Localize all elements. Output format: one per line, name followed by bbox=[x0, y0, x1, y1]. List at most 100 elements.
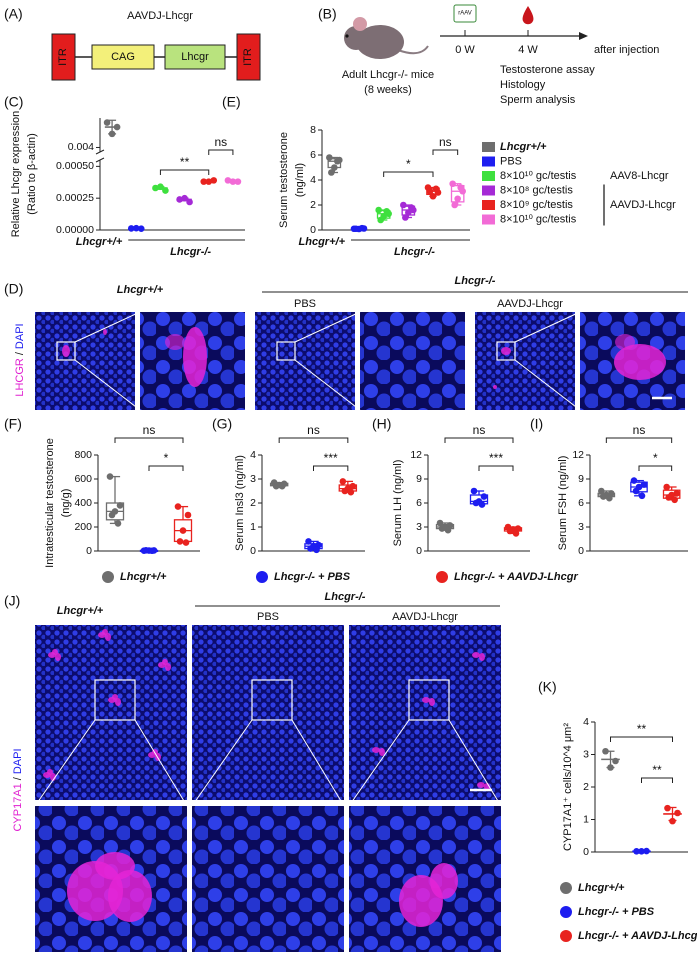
stained-cell bbox=[479, 653, 485, 661]
panel-label: (F) bbox=[4, 416, 22, 432]
panel-label: (D) bbox=[4, 281, 23, 297]
significance-bracket bbox=[159, 169, 210, 175]
zoom-line bbox=[74, 359, 141, 411]
stained-cell bbox=[429, 698, 435, 706]
significance-bracket bbox=[641, 777, 673, 783]
data-point bbox=[512, 530, 520, 537]
zoom-line bbox=[74, 311, 141, 343]
data-point bbox=[358, 224, 366, 232]
stained-cell bbox=[614, 344, 666, 380]
data-point bbox=[313, 546, 320, 554]
data-point bbox=[179, 527, 187, 534]
significance-bracket bbox=[478, 465, 514, 471]
stained-cell bbox=[165, 334, 185, 350]
stain-marker: CYP17A1 bbox=[12, 783, 24, 831]
zoom-box bbox=[496, 341, 516, 361]
y-tick-label: 8 bbox=[310, 124, 316, 136]
itr-box bbox=[236, 33, 261, 81]
data-point bbox=[598, 487, 605, 495]
y-axis-label: (ng/g) bbox=[60, 489, 72, 518]
cag-box bbox=[91, 44, 155, 70]
assay: Sperm analysis bbox=[500, 94, 576, 106]
legend-swatch bbox=[482, 156, 495, 167]
stained-cell bbox=[50, 773, 56, 781]
significance-bracket bbox=[313, 465, 349, 471]
panel-label: (E) bbox=[222, 94, 241, 110]
assay: Histology bbox=[500, 79, 546, 91]
legend-label: 8×10¹⁰ gc/testis bbox=[500, 213, 577, 225]
data-point bbox=[632, 487, 640, 495]
y-axis-label: (ng/ml) bbox=[294, 163, 306, 197]
timepoint: 4 W bbox=[518, 44, 538, 56]
data-point bbox=[449, 180, 456, 188]
significance-label: ** bbox=[637, 722, 647, 736]
data-point bbox=[116, 502, 124, 509]
y-tick-label: 0 bbox=[578, 545, 584, 557]
legend-label: 8×10¹⁰ gc/testis bbox=[500, 170, 577, 182]
data-point bbox=[278, 482, 286, 490]
significance-bracket bbox=[148, 465, 184, 471]
assay: Testosterone assay bbox=[500, 64, 595, 76]
data-point bbox=[375, 206, 382, 214]
stained-cell bbox=[493, 385, 497, 389]
x-group-label: Lhcgr-/- bbox=[394, 246, 435, 258]
legend-label: Lhcgr-/- + PBS bbox=[274, 571, 351, 583]
data-point bbox=[602, 747, 609, 755]
y-tick-label: 800 bbox=[74, 449, 92, 461]
data-point bbox=[664, 804, 671, 812]
y-tick-label: 0.00050 bbox=[56, 160, 94, 172]
data-point bbox=[377, 216, 384, 224]
stained-cell bbox=[422, 697, 430, 703]
zoom-box bbox=[276, 341, 296, 361]
legend-label: Lhcgr-/- + PBS bbox=[578, 906, 655, 918]
y-tick-label: 9 bbox=[416, 473, 422, 485]
y-tick-label: 9 bbox=[578, 473, 584, 485]
legend-label: Lhcgr+/+ bbox=[120, 571, 167, 583]
y-axis-label: (Ratio to β-actin) bbox=[26, 133, 38, 215]
y-tick-label: 0 bbox=[86, 545, 92, 557]
data-point bbox=[142, 546, 150, 554]
data-point bbox=[671, 496, 678, 504]
data-point bbox=[665, 494, 672, 501]
significance-label: *** bbox=[324, 451, 338, 465]
significance-label: ** bbox=[180, 155, 190, 169]
data-point bbox=[349, 482, 357, 490]
stained-cell bbox=[102, 629, 108, 635]
y-tick-label: 12 bbox=[410, 449, 422, 461]
stained-cell bbox=[183, 327, 207, 387]
mice-label: Adult Lhcgr-/- mice bbox=[342, 69, 434, 81]
data-point bbox=[426, 187, 434, 195]
data-point bbox=[331, 164, 338, 171]
data-point bbox=[106, 473, 114, 480]
data-point bbox=[339, 478, 347, 485]
legend-marker bbox=[560, 882, 572, 894]
stain-dapi: DAPI bbox=[14, 323, 26, 349]
y-tick-label: 1 bbox=[583, 813, 589, 825]
significance-label: ns bbox=[439, 135, 452, 149]
lhcgr-box bbox=[164, 44, 226, 70]
significance-label: ns bbox=[214, 135, 227, 149]
stained-cell bbox=[112, 694, 118, 700]
data-point bbox=[148, 547, 156, 555]
zoom-line bbox=[348, 719, 410, 807]
itr-text: ITR bbox=[242, 48, 254, 66]
stained-cell bbox=[55, 653, 61, 661]
y-tick-label: 4 bbox=[583, 716, 589, 728]
y-tick-label: 2 bbox=[583, 781, 589, 793]
zoom-box bbox=[251, 679, 293, 721]
itr-text: ITR bbox=[57, 48, 69, 66]
stain-sep: / bbox=[14, 351, 26, 355]
age-label: (8 weeks) bbox=[364, 84, 412, 96]
zoom-line bbox=[191, 719, 253, 807]
stain-label: CYP17A1 / DAPI bbox=[12, 748, 24, 831]
y-tick-label: 4 bbox=[250, 449, 256, 461]
y-tick-label: 600 bbox=[74, 473, 92, 485]
legend-label: PBS bbox=[500, 155, 522, 167]
y-axis-label: Relative Lhcgr expression bbox=[10, 111, 22, 238]
genotype-label: Lhcgr+/+ bbox=[57, 605, 104, 617]
y-tick-label: 0.00000 bbox=[56, 224, 94, 236]
micrograph bbox=[35, 625, 187, 800]
legend-swatch bbox=[482, 200, 495, 210]
data-point bbox=[347, 488, 355, 496]
